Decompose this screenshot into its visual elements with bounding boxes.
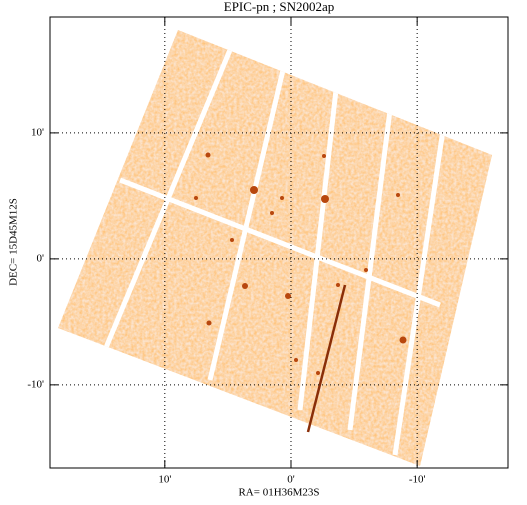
x-tick-label: -10' [409, 474, 426, 486]
y-tick-label: -10' [27, 378, 44, 390]
ccd-gaps [102, 49, 446, 456]
y-tick-label: 10' [31, 126, 44, 138]
readout-streak [306, 284, 347, 433]
plot-frame [49, 16, 509, 469]
sources [194, 152, 407, 375]
y-axis-label: DEC= 15D45M12S [8, 198, 20, 286]
y-tick-label: 0' [37, 252, 45, 264]
x-axis-label: RA= 01H36M23S [238, 487, 319, 499]
chart-title: EPIC-pn ; SN2002ap [224, 0, 335, 14]
sky-image [58, 30, 492, 466]
x-tick-label: 10' [158, 474, 171, 486]
x-tick-label: 0' [287, 474, 295, 486]
